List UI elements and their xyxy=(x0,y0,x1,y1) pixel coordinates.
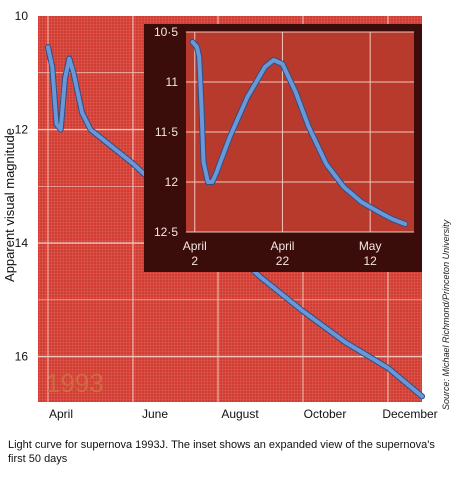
main-x-tick-june: June xyxy=(142,407,168,421)
inset-y-tick-labels: 10·5 11 11·5 12 12·5 xyxy=(154,25,178,239)
inset-x-tick-day: 22 xyxy=(276,254,290,268)
inset-y-tick: 11 xyxy=(166,75,179,89)
main-x-tick-august: August xyxy=(221,407,259,421)
y-axis-label: Apparent visual magnitude xyxy=(2,128,17,282)
inset-x-tick-day: 12 xyxy=(363,254,377,268)
main-x-tick-october: October xyxy=(304,407,347,421)
main-curve xyxy=(45,44,425,400)
main-x-tick-labels: April June August October December xyxy=(49,407,438,421)
main-curve-line xyxy=(46,45,424,399)
main-y-tick-10: 10 xyxy=(15,9,29,23)
inset-y-tick: 10·5 xyxy=(154,25,178,39)
inset-y-tick: 11·5 xyxy=(155,125,178,139)
inset-y-tick: 12·5 xyxy=(154,225,178,239)
inset-y-tick: 12 xyxy=(165,175,179,189)
inset-curve xyxy=(189,39,409,227)
inset-x-tick-day: 2 xyxy=(191,254,198,268)
year-watermark: 1993 xyxy=(46,368,104,398)
main-y-tick-labels: 10 12 14 16 xyxy=(15,9,29,364)
main-y-tick-12: 12 xyxy=(15,123,29,137)
inset-x-tick-month: April xyxy=(270,239,294,253)
main-x-tick-april: April xyxy=(49,407,73,421)
figure-caption: Light curve for supernova 1993J. The ins… xyxy=(8,439,435,465)
inset-curve-line xyxy=(190,40,408,226)
inset-x-tick-month: May xyxy=(359,239,382,253)
inset-x-tick-month: April xyxy=(183,239,207,253)
source-credit: Source: Michael Richmond/Princeton Unive… xyxy=(441,219,451,410)
main-y-tick-14: 14 xyxy=(15,236,29,250)
inset-grid xyxy=(186,31,414,233)
main-x-tick-december: December xyxy=(382,407,437,421)
main-y-tick-16: 16 xyxy=(15,350,29,364)
